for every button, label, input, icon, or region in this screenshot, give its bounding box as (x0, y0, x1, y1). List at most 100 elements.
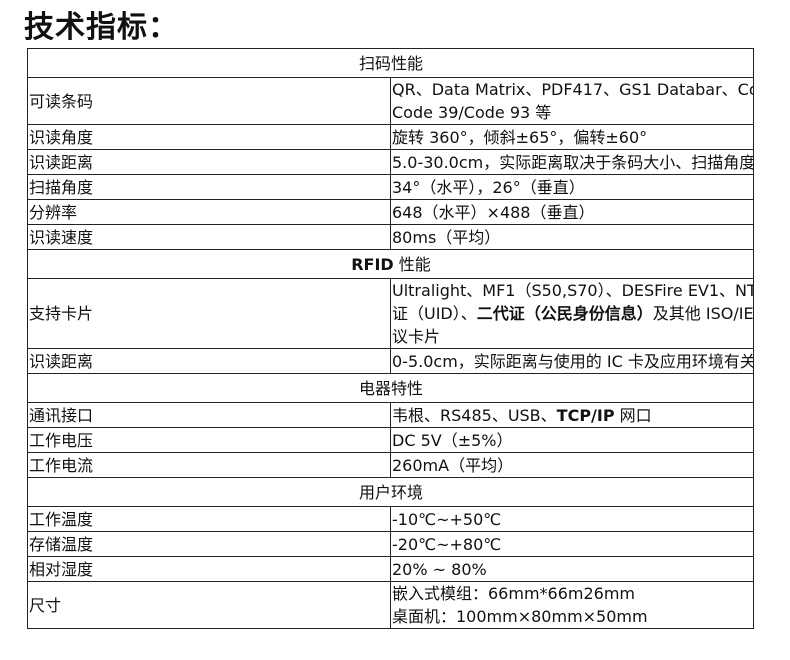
section-header-row: 电器特性 (27, 373, 754, 403)
value-text: 5.0-30.0cm，实际距离取决于条码大小、扫描角度及环境光照强度 (392, 152, 753, 172)
row-label: 通讯接口 (27, 402, 391, 428)
table-row: 尺寸 嵌入式模组：66mm*66m26mm 桌面机：100mm×80mm×50mm (27, 581, 754, 629)
row-value: 648（水平）×488（垂直） (390, 199, 754, 225)
row-value: -20℃~+80℃ (390, 531, 754, 557)
value-line: QR、Data Matrix、PDF417、GS1 Databar、Code 1… (392, 78, 753, 101)
row-value: 韦根、RS485、USB、TCP/IP 网口 (390, 402, 754, 428)
table-row: 识读速度 80ms（平均） (27, 224, 754, 250)
value-text: 证（UID）、 (392, 304, 477, 323)
table-row: 通讯接口 韦根、RS485、USB、TCP/IP 网口 (27, 402, 754, 428)
value-line: 80ms（平均） (392, 226, 753, 249)
section-header-text: 性能 (393, 254, 431, 274)
row-label: 工作温度 (27, 506, 391, 532)
table-row: 识读距离 0-5.0cm，实际距离与使用的 IC 卡及应用环境有关 (27, 348, 754, 374)
row-label: 支持卡片 (27, 278, 391, 349)
value-text: -10℃~+50℃ (392, 509, 502, 529)
section-header: 电器特性 (27, 373, 754, 403)
section-header: 用户环境 (27, 477, 754, 507)
row-value: 旋转 360°，倾斜±65°，偏转±60° (390, 124, 754, 150)
value-text: DC 5V（±5%） (392, 430, 513, 450)
value-line: 260mA（平均） (392, 454, 753, 477)
row-label: 尺寸 (27, 581, 391, 629)
table-row: 扫描角度 34°（水平），26°（垂直） (27, 174, 754, 200)
section-header-text: 电器特性 (358, 378, 423, 398)
row-label: 工作电压 (27, 427, 391, 453)
value-line: 648（水平）×488（垂直） (392, 201, 753, 224)
row-label: 识读距离 (27, 348, 391, 374)
row-value: 260mA（平均） (390, 452, 754, 478)
table-row: 工作电压 DC 5V（±5%） (27, 427, 754, 453)
section-header: 扫码性能 (27, 48, 754, 78)
value-text: 20% ~ 80% (392, 559, 487, 579)
value-line: Code 39/Code 93 等 (392, 101, 753, 124)
value-text: -20℃~+80℃ (392, 534, 502, 554)
table-row: 存储温度 -20℃~+80℃ (27, 531, 754, 557)
value-text: 、MF1（S50,S70）、DESFire EV1、NTag、NFC（模拟卡）、… (466, 281, 753, 300)
row-value: 20% ~ 80% (390, 556, 754, 582)
section-header-row: RFID 性能 (27, 249, 754, 279)
row-value: DC 5V（±5%） (390, 427, 754, 453)
value-text: 二代证（公民身份信息） (476, 304, 653, 323)
row-value: 嵌入式模组：66mm*66m26mm 桌面机：100mm×80mm×50mm (390, 581, 754, 629)
row-value: 0-5.0cm，实际距离与使用的 IC 卡及应用环境有关 (390, 348, 754, 374)
value-text: 议卡片 (392, 327, 441, 346)
table-row: 工作温度 -10℃~+50℃ (27, 506, 754, 532)
section-header-text: RFID (351, 254, 394, 274)
value-line: Ultralight、MF1（S50,S70）、DESFire EV1、NTag… (392, 279, 753, 302)
value-line: 桌面机：100mm×80mm×50mm (392, 605, 753, 628)
row-value: -10℃~+50℃ (390, 506, 754, 532)
row-label: 扫描角度 (27, 174, 391, 200)
value-text: 嵌入式模组：66mm*66m26mm (392, 584, 636, 603)
value-text: 260mA（平均） (392, 455, 514, 475)
row-label: 工作电流 (27, 452, 391, 478)
row-value: QR、Data Matrix、PDF417、GS1 Databar、Code 1… (390, 77, 754, 125)
value-text: 桌面机：100mm×80mm×50mm (392, 607, 648, 626)
row-label: 可读条码 (27, 77, 391, 125)
row-value: Ultralight、MF1（S50,S70）、DESFire EV1、NTag… (390, 278, 754, 349)
row-value: 34°（水平），26°（垂直） (390, 174, 754, 200)
value-line: DC 5V（±5%） (392, 429, 753, 452)
value-text: 34°（水平），26°（垂直） (392, 177, 585, 197)
value-text: QR (392, 80, 416, 99)
value-line: 5.0-30.0cm，实际距离取决于条码大小、扫描角度及环境光照强度 (392, 151, 753, 174)
value-line: 34°（水平），26°（垂直） (392, 176, 753, 199)
row-label: 相对湿度 (27, 556, 391, 582)
row-label: 分辨率 (27, 199, 391, 225)
page-title: 技术指标： (24, 10, 179, 45)
value-text: 韦根、RS485、USB、 (392, 405, 557, 425)
value-text: TCP/IP (556, 405, 615, 425)
value-text: 、Data Matrix、PDF417、GS1 Databar、Code 128… (415, 80, 753, 99)
value-text: Ultralight (392, 281, 467, 300)
section-header-text: 用户环境 (358, 482, 423, 502)
row-label: 存储温度 (27, 531, 391, 557)
value-text: 网口 (614, 405, 652, 425)
row-label: 识读角度 (27, 124, 391, 150)
value-text: 旋转 360°，倾斜±65°，偏转±60° (392, 127, 648, 147)
value-text: 及其他 ISO/IEC 14443A 卡片、15693 协 (652, 304, 753, 323)
section-header-row: 用户环境 (27, 477, 754, 507)
row-value: 80ms（平均） (390, 224, 754, 250)
section-header: RFID 性能 (27, 249, 754, 279)
spec-table: 扫码性能可读条码 QR、Data Matrix、PDF417、GS1 Databa… (27, 48, 754, 629)
table-row: 工作电流 260mA（平均） (27, 452, 754, 478)
row-label: 识读距离 (27, 149, 391, 175)
value-line: 证（UID）、二代证（公民身份信息）及其他 ISO/IEC 14443A 卡片、… (392, 302, 753, 325)
row-value: 5.0-30.0cm，实际距离取决于条码大小、扫描角度及环境光照强度 (390, 149, 754, 175)
table-row: 相对湿度 20% ~ 80% (27, 556, 754, 582)
value-line: 议卡片 (392, 325, 753, 348)
value-line: 韦根、RS485、USB、TCP/IP 网口 (392, 404, 753, 427)
value-line: 20% ~ 80% (392, 558, 753, 581)
table-row: 识读角度 旋转 360°，倾斜±65°，偏转±60° (27, 124, 754, 150)
table-row: 支持卡片 Ultralight、MF1（S50,S70）、DESFire EV1、… (27, 278, 754, 349)
value-line: 旋转 360°，倾斜±65°，偏转±60° (392, 126, 753, 149)
value-line: -20℃~+80℃ (392, 533, 753, 556)
value-line: -10℃~+50℃ (392, 508, 753, 531)
row-label: 识读速度 (27, 224, 391, 250)
value-line: 嵌入式模组：66mm*66m26mm (392, 582, 753, 605)
section-header-text: 扫码性能 (358, 53, 423, 73)
value-text: 0-5.0cm，实际距离与使用的 IC 卡及应用环境有关 (392, 351, 753, 371)
value-text: 648（水平）×488（垂直） (392, 202, 595, 222)
table-row: 分辨率 648（水平）×488（垂直） (27, 199, 754, 225)
